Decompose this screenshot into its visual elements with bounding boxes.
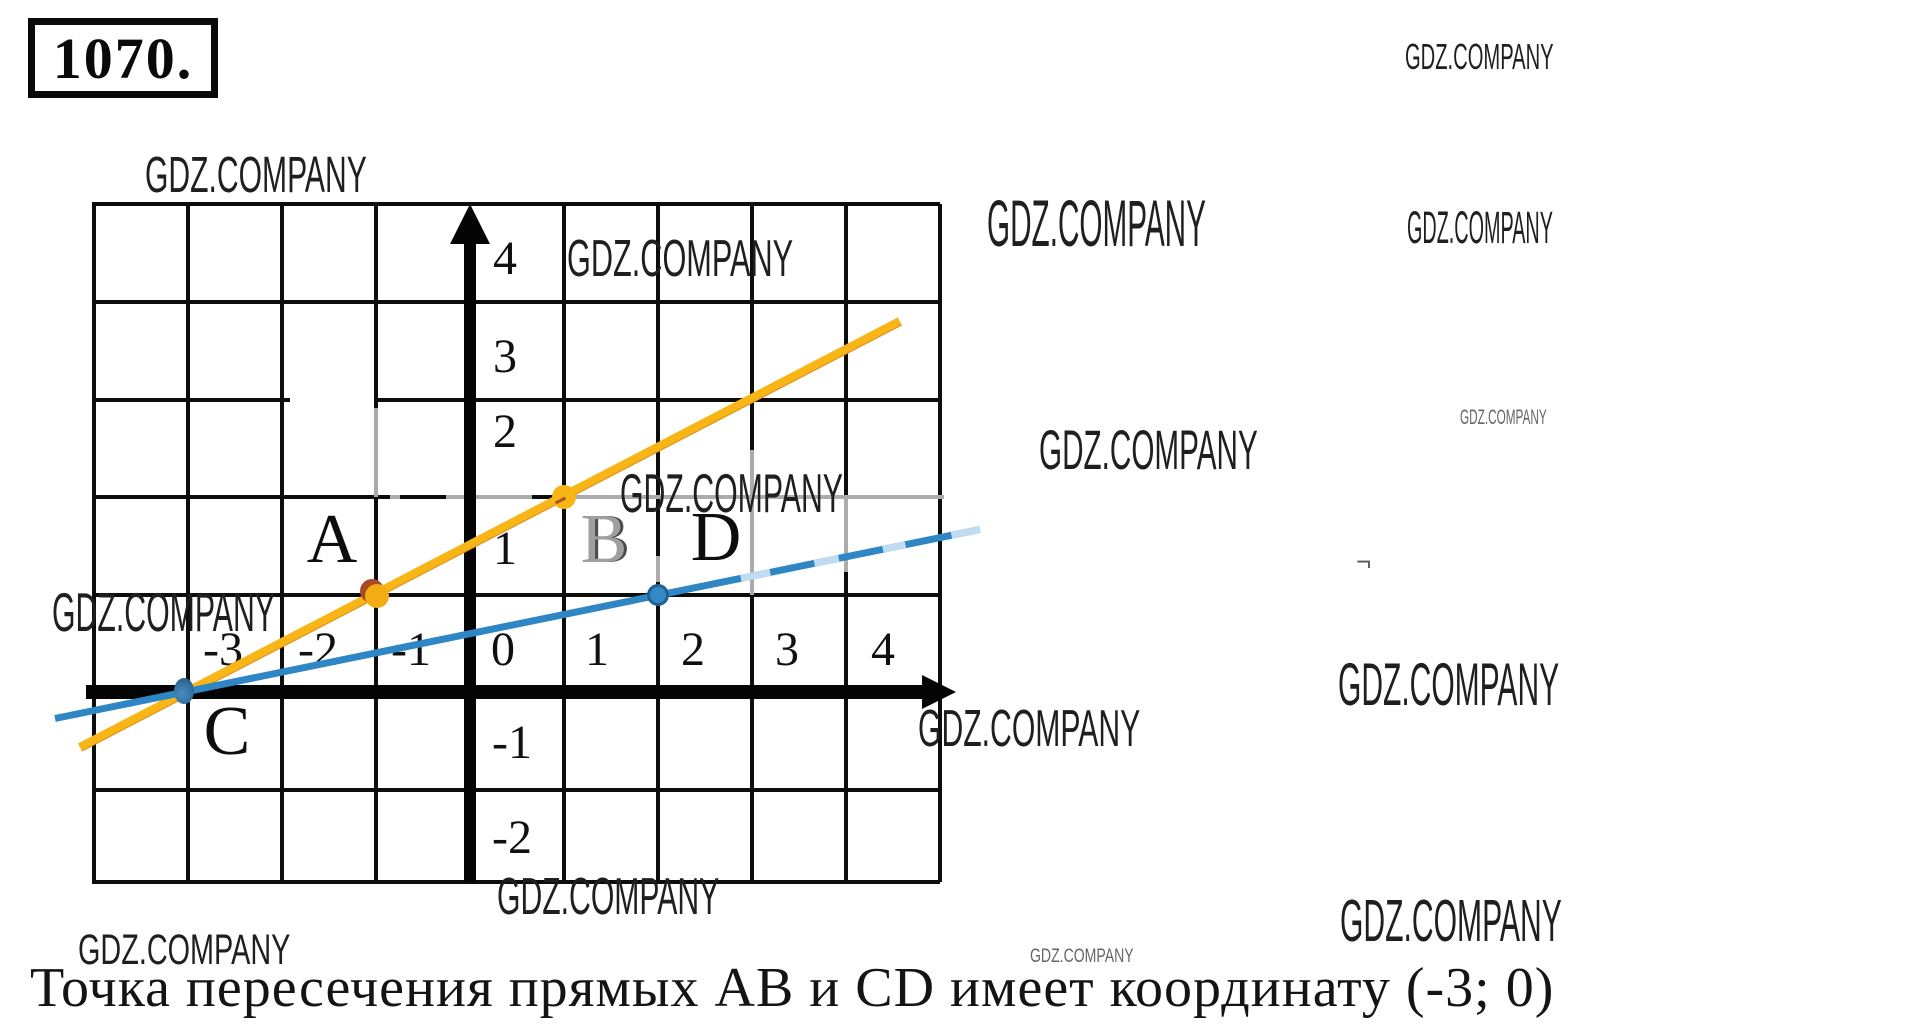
line-cd-dash <box>882 541 907 553</box>
point-label-b: B <box>580 501 628 578</box>
grid-line <box>374 204 378 882</box>
grid-line <box>562 204 566 882</box>
grid-line <box>92 880 940 884</box>
watermark-text: GDZ.COMPANY <box>987 186 1206 260</box>
problem-number-box: 1070. <box>28 18 218 98</box>
watermark-text: GDZ.COMPANY <box>567 230 794 288</box>
problem-number: 1070. <box>52 25 194 91</box>
point-dot-c <box>174 678 194 704</box>
watermark-text: GDZ.COMPANY <box>497 868 720 926</box>
x-tick: 0 <box>491 623 515 676</box>
point-dot-a <box>365 584 389 608</box>
point-label-c: C <box>203 693 251 770</box>
grid-artifact <box>656 556 660 582</box>
watermark-text: GDZ.COMPANY <box>78 926 291 974</box>
x-tick: 1 <box>585 623 609 676</box>
grid-line-faded <box>390 495 944 499</box>
x-axis-arrow-icon <box>922 675 956 709</box>
point-label-a: A <box>306 501 358 578</box>
grid-line <box>938 204 942 882</box>
watermark-text: GDZ.COMPANY <box>1338 651 1560 718</box>
x-tick: 2 <box>681 623 705 676</box>
y-tick: 3 <box>493 330 517 383</box>
watermark-text: GDZ.COMPANY <box>1407 202 1553 253</box>
x-tick: 3 <box>775 623 799 676</box>
line-cd-dash <box>813 554 840 567</box>
watermark-text: GDZ.COMPANY <box>918 700 1141 758</box>
grid-line <box>92 495 390 499</box>
y-axis <box>464 240 476 882</box>
point-dot-d <box>647 584 669 606</box>
grid-artifact <box>750 450 754 595</box>
y-tick: 4 <box>493 232 517 285</box>
grid-line <box>280 204 284 882</box>
grid-line <box>92 398 940 402</box>
watermark-text: GDZ.COMPANY <box>1030 946 1134 967</box>
y-tick: -2 <box>492 811 532 864</box>
watermark-text: GDZ.COMPANY <box>1340 888 1562 954</box>
watermark-text: GDZ.COMPANY <box>145 146 367 203</box>
grid-line <box>92 202 940 206</box>
x-tick: 4 <box>871 623 895 676</box>
y-tick: 2 <box>493 405 517 458</box>
watermark-text: GDZ.COMPANY <box>52 581 275 643</box>
grid-line <box>186 204 190 882</box>
grid-artifact <box>374 408 378 497</box>
grid-line <box>400 495 446 499</box>
grid-line <box>92 788 940 792</box>
grid-line <box>532 495 566 499</box>
grid-line <box>92 593 940 597</box>
answer-text: Точка пересечения прямых АВ и CD имеет к… <box>30 957 1555 1019</box>
grid-artifact <box>844 497 848 572</box>
x-axis <box>86 685 926 699</box>
point-label-d: D <box>690 499 742 576</box>
grid-gap <box>290 396 374 404</box>
watermark-text: GDZ.COMPANY <box>620 462 843 524</box>
watermark-text: GDZ.COMPANY <box>1460 406 1547 429</box>
grid-line <box>656 204 660 882</box>
watermark-text: GDZ.COMPANY <box>1405 36 1554 77</box>
line-cd-dash <box>950 526 981 539</box>
y-tick: -1 <box>492 716 532 769</box>
stray-mark: ¬ <box>1356 546 1372 576</box>
grid-line <box>92 204 96 882</box>
watermark-text: GDZ.COMPANY <box>1039 418 1258 481</box>
grid-line <box>92 300 940 304</box>
y-axis-arrow-icon <box>450 204 490 244</box>
